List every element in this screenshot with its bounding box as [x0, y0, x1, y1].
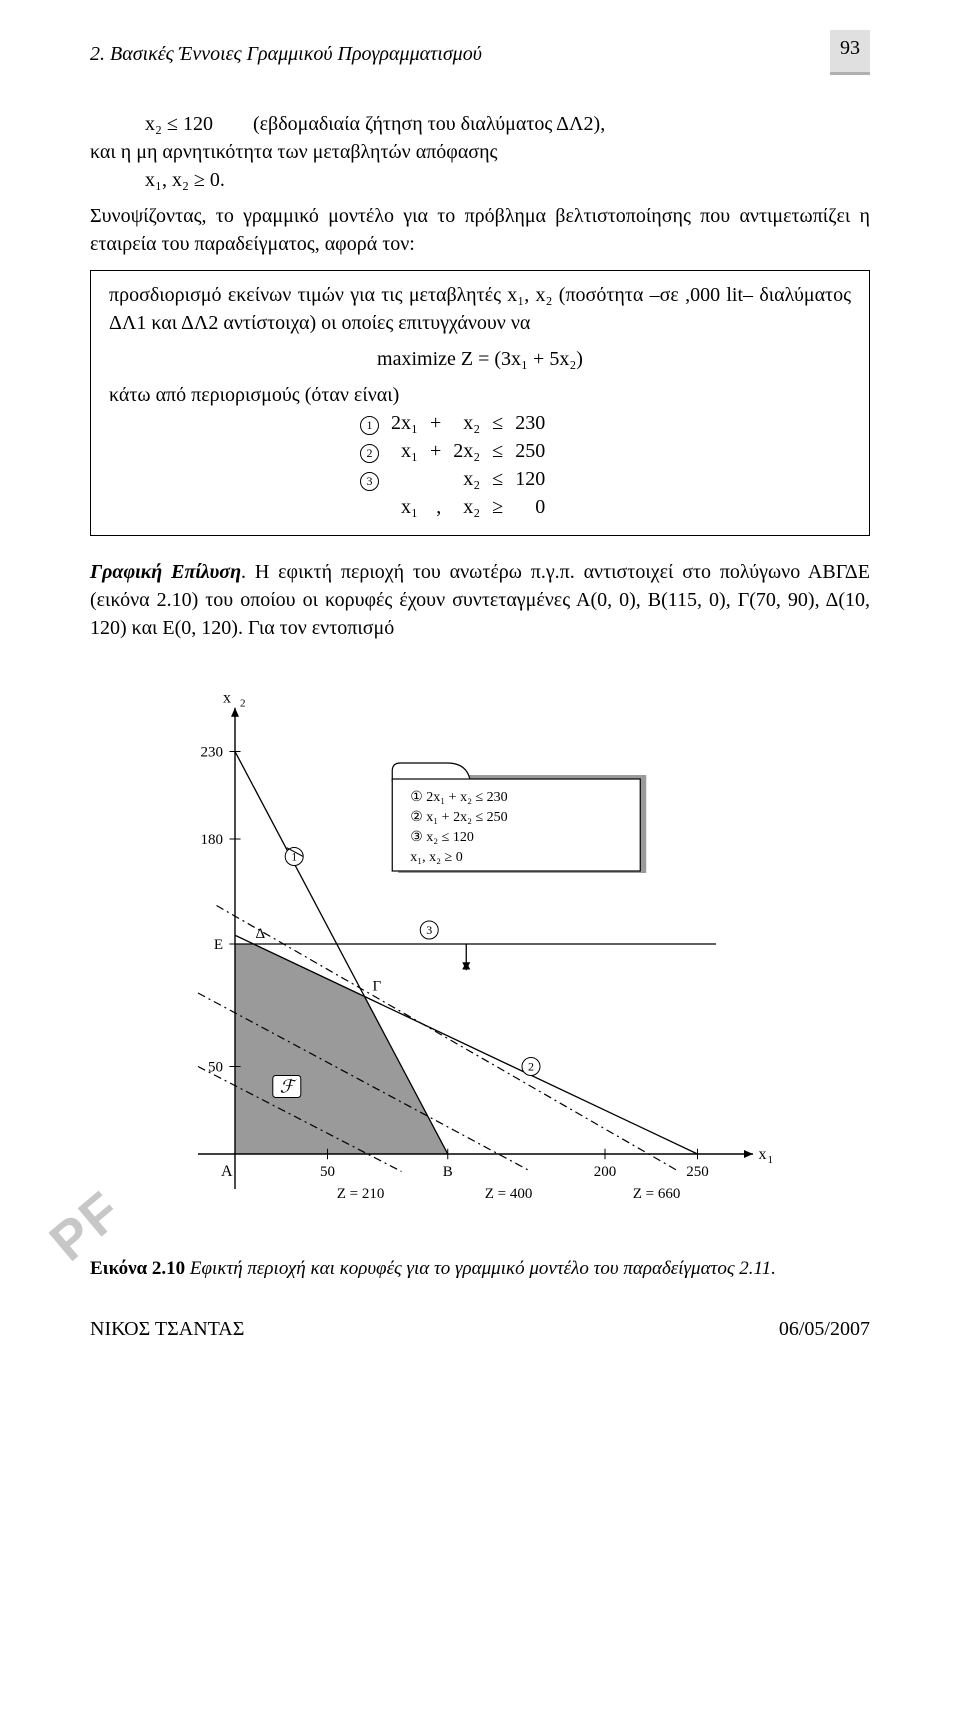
svg-text:x₁, x₂ ≥ 0: x₁, x₂ ≥ 0 — [410, 850, 462, 865]
svg-text:1: 1 — [768, 1154, 774, 1166]
box-top: προσδιορισμό εκείνων τιμών για τις μεταβ… — [109, 281, 851, 337]
svg-text:Z = 660: Z = 660 — [633, 1186, 681, 1202]
graphical-paragraph: Γραφική Επίλυση. Η εφικτή περιοχή του αν… — [90, 558, 870, 642]
svg-text:Δ: Δ — [256, 926, 266, 942]
lp-feasible-region-chart: x1x2A50E180230ΔΓ50B200250123Z = 210Z = 4… — [140, 674, 820, 1234]
chapter-title: 2. Βασικές Έννοιες Γραμμικού Προγραμματι… — [90, 40, 482, 85]
constraints-table: 12x₁+x₂≤2302x₁+2x₂≤2503x₂≤120x₁,x₂≥0 — [354, 409, 851, 521]
body-line-3: x₁, x₂ ≥ 0. — [90, 166, 870, 194]
svg-text:E: E — [214, 937, 223, 953]
intro-paragraph: Συνοψίζοντας, το γραμμικό μοντέλο για το… — [90, 202, 870, 258]
svg-text:A: A — [221, 1163, 233, 1180]
svg-text:Γ: Γ — [373, 979, 382, 995]
svg-text:x: x — [223, 690, 231, 707]
figure-caption: Εικόνα 2.10 Εφικτή περιοχή και κορυφές γ… — [90, 1256, 870, 1283]
body-line-2: και η μη αρνητικότητα των μεταβλητών από… — [90, 138, 870, 166]
footer-date: 06/05/2007 — [779, 1315, 870, 1343]
svg-text:2: 2 — [240, 698, 246, 710]
svg-text:180: 180 — [201, 832, 224, 848]
svg-text:② x₁ + 2x₂ ≤ 250: ② x₁ + 2x₂ ≤ 250 — [410, 810, 507, 825]
svg-text:50: 50 — [320, 1164, 335, 1180]
svg-text:230: 230 — [201, 745, 224, 761]
page-number: 93 — [830, 30, 870, 75]
svg-text:x: x — [759, 1146, 767, 1163]
body-line-1: x₂ ≤ 120 (εβδομαδιαία ζήτηση του διαλύμα… — [90, 110, 870, 138]
footer-author: ΝΙΚΟΣ ΤΣΑΝΤΑΣ — [90, 1315, 244, 1343]
svg-text:③ x₂ ≤ 120: ③ x₂ ≤ 120 — [410, 830, 474, 845]
objective: maximize Z = (3x₁ + 5x₂) — [109, 345, 851, 373]
svg-text:① 2x₁ + x₂ ≤ 230: ① 2x₁ + x₂ ≤ 230 — [410, 790, 507, 805]
figure-2-10: PF x1x2A50E180230ΔΓ50B200250123Z = 210Z … — [90, 674, 870, 1234]
svg-text:2: 2 — [528, 1060, 534, 1074]
svg-text:200: 200 — [594, 1164, 617, 1180]
svg-text:Z = 210: Z = 210 — [337, 1186, 385, 1202]
svg-text:Z = 400: Z = 400 — [485, 1186, 533, 1202]
svg-text:250: 250 — [686, 1164, 709, 1180]
svg-text:3: 3 — [426, 923, 432, 937]
model-box: προσδιορισμό εκείνων τιμών για τις μεταβ… — [90, 270, 870, 536]
svg-text:B: B — [443, 1164, 453, 1180]
subject-to: κάτω από περιορισμούς (όταν είναι) — [109, 381, 851, 409]
